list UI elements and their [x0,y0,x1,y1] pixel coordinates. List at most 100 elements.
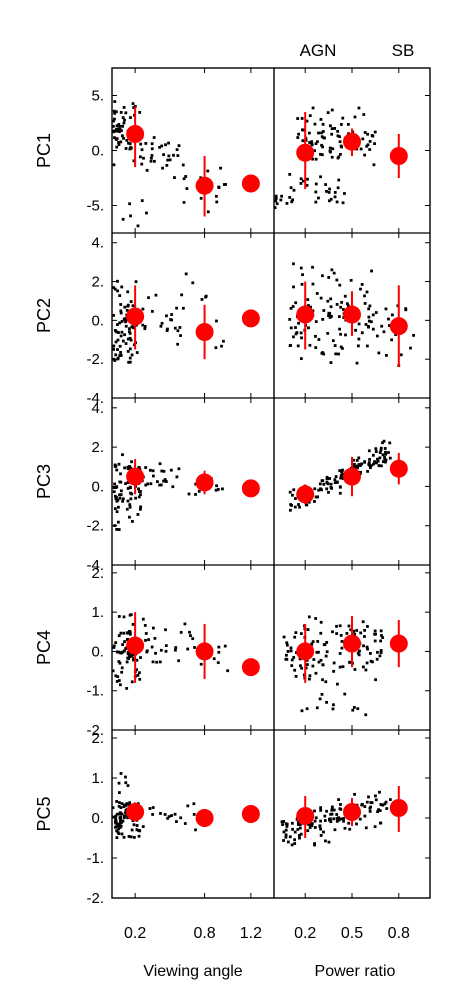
scatter-point [367,307,371,311]
scatter-point [118,683,122,687]
scatter-point [334,352,338,356]
scatter-point [118,661,122,665]
scatter-point [115,330,118,334]
scatter-point [124,781,128,785]
scatter-point [145,168,149,172]
scatter-point [292,188,296,192]
scatter-point [176,342,180,346]
scatter-point [298,505,301,509]
scatter-point [294,326,297,329]
scatter-point [121,497,125,501]
scatter-point [373,460,377,464]
scatter-point [365,645,369,649]
scatter-point [321,678,324,682]
scatter-point [328,316,332,319]
scatter-point [112,129,116,133]
scatter-point [118,812,122,816]
x-tick-label: 0.8 [388,925,410,942]
scatter-point [333,828,337,832]
scatter-point [305,663,309,666]
row-label-pc1: PC1 [34,133,54,168]
scatter-point [175,820,178,824]
scatter-point [152,626,155,630]
scatter-point [336,682,339,686]
scatter-point [311,265,314,269]
scatter-point [343,826,347,830]
scatter-point [126,487,130,490]
scatter-point [114,814,118,818]
scatter-point [320,143,324,147]
scatter-point [119,303,123,306]
scatter-point [390,313,394,317]
scatter-point [117,824,120,828]
scatter-point [336,134,340,138]
scatter-point [388,798,392,801]
scatter-point [388,324,391,327]
scatter-point [351,708,355,712]
mean-marker [241,805,260,823]
scatter-point [353,115,357,119]
scatter-point [379,448,383,452]
scatter-point [289,503,292,506]
scatter-point [288,173,292,176]
scatter-point [141,323,145,327]
scatter-point [112,313,115,317]
scatter-point [364,713,368,717]
scatter-point [359,464,362,467]
scatter-point [342,819,345,823]
scatter-point [115,137,119,141]
scatter-point [124,482,128,485]
scatter-point [121,650,125,654]
scatter-point [138,155,142,159]
scatter-point [116,323,119,326]
scatter-point [119,806,123,810]
scatter-point [164,480,168,483]
scatter-point [113,111,117,115]
scatter-point [158,483,162,487]
scatter-point [119,631,123,635]
mean-marker [343,467,361,486]
scatter-point [349,278,353,282]
scatter-point [299,832,303,836]
scatter-point [333,190,337,194]
scatter-point [308,114,312,118]
scatter-point [299,182,303,185]
scatter-point [129,300,133,304]
scatter-point [200,298,204,301]
scatter-point [324,183,328,186]
scatter-point [128,147,132,151]
scatter-point [363,628,367,632]
scatter-point [353,463,356,466]
scatter-point [160,144,164,148]
scatter-point [162,469,166,473]
scatter-point [114,110,118,114]
scatter-point [313,826,317,829]
scatter-point [113,136,116,140]
scatter-point [317,660,321,664]
scatter-point [383,802,387,806]
scatter-point [329,297,333,301]
scatter-point [362,113,366,116]
scatter-point [119,480,123,484]
scatter-point [126,499,130,503]
scatter-point [330,132,334,136]
scatter-point [128,336,132,340]
scatter-point [383,447,387,450]
scatter-point [374,447,378,451]
scatter-point [370,134,374,137]
scatter-point [352,629,356,633]
scatter-point [367,463,371,466]
scatter-point [216,661,220,665]
scatter-point [113,287,117,291]
scatter-point [148,807,152,810]
scatter-point [319,620,323,624]
scatter-point [217,645,221,649]
scatter-point [312,658,316,661]
scatter-point [326,111,330,115]
scatter-point [314,182,318,186]
scatter-point [222,339,225,343]
scatter-point [339,474,343,478]
scatter-point [338,491,342,495]
scatter-point [183,622,187,626]
scatter-point [311,106,315,110]
